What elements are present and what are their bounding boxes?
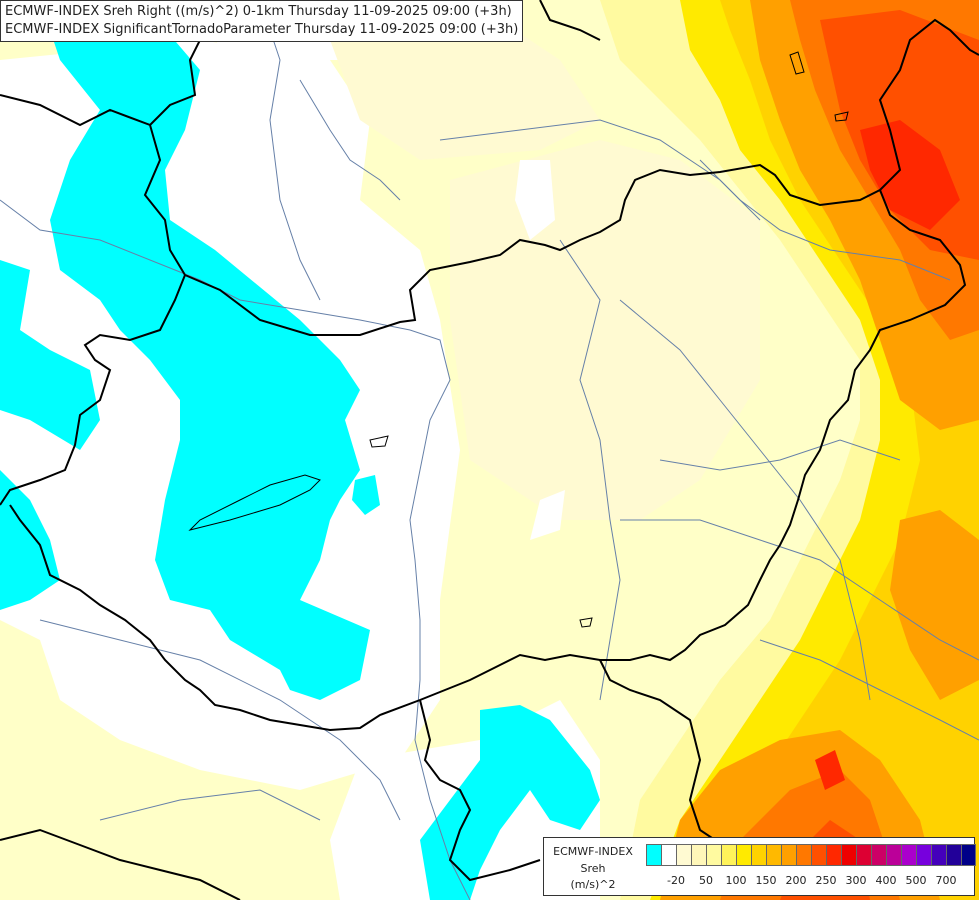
legend-swatch — [781, 844, 796, 866]
legend-swatch — [646, 844, 661, 866]
sreh-zone-orange-southeast — [890, 510, 979, 700]
map-title-line2: ECMWF-INDEX SignificantTornadoParameter … — [5, 22, 519, 37]
sreh-zone-paleyellow-2 — [330, 20, 600, 160]
legend-swatch — [841, 844, 856, 866]
legend-model: ECMWF-INDEX — [553, 845, 633, 858]
legend-swatch — [826, 844, 841, 866]
sreh-zone-cyan-3 — [0, 470, 60, 610]
legend-tick-label: -20 — [667, 874, 685, 887]
legend-tick-label: 500 — [905, 874, 927, 887]
legend-swatch — [706, 844, 721, 866]
legend-tick-label: 400 — [875, 874, 897, 887]
legend-swatch — [871, 844, 886, 866]
sreh-zone-red-east — [860, 120, 960, 230]
legend-swatch — [946, 844, 961, 866]
sreh-zone-cyan-2 — [0, 260, 100, 450]
legend-swatch — [676, 844, 691, 866]
legend-swatch — [811, 844, 826, 866]
legend-swatch — [931, 844, 946, 866]
map-title-line1: ECMWF-INDEX Sreh Right ((m/s)^2) 0-1km T… — [5, 4, 512, 19]
legend-tick-label: 700 — [935, 874, 957, 887]
legend-swatch — [766, 844, 781, 866]
legend-tick-label: 150 — [755, 874, 777, 887]
legend-swatch — [736, 844, 751, 866]
color-legend: ECMWF-INDEX Sreh (m/s)^2 -20 50 100 150 200 2… — [543, 837, 976, 896]
legend-swatch — [886, 844, 901, 866]
legend-swatch — [901, 844, 916, 866]
legend-swatch — [916, 844, 931, 866]
legend-tick-label: 100 — [725, 874, 747, 887]
sreh-zone-white-blob — [515, 160, 555, 240]
legend-swatch — [796, 844, 811, 866]
sreh-zone-white-blob2 — [530, 490, 565, 540]
sreh-zone-paleyellow-1 — [450, 140, 760, 520]
sreh-zone-red-south — [815, 750, 845, 790]
legend-unit: (m/s)^2 — [570, 878, 616, 891]
legend-tick-label: 50 — [699, 874, 713, 887]
legend-tick-labels: -20 50 100 150 200 250 300 400 500 700 — [646, 874, 971, 890]
sreh-zone-cyan-4 — [352, 475, 380, 515]
legend-swatch — [961, 844, 976, 866]
legend-tick-label: 300 — [845, 874, 867, 887]
legend-tick-label: 250 — [815, 874, 837, 887]
map-title-box: ECMWF-INDEX Sreh Right ((m/s)^2) 0-1km T… — [0, 0, 524, 42]
legend-variable: Sreh — [580, 862, 606, 875]
legend-color-bar — [646, 844, 976, 866]
legend-swatch — [856, 844, 871, 866]
lakes — [188, 51, 849, 628]
sreh-zone-cyan-5 — [420, 705, 600, 900]
sreh-zone-cyan-1 — [40, 0, 370, 700]
legend-swatch — [691, 844, 706, 866]
legend-swatch — [721, 844, 736, 866]
legend-tick-label: 200 — [785, 874, 807, 887]
legend-swatch — [751, 844, 766, 866]
legend-swatch — [661, 844, 676, 866]
